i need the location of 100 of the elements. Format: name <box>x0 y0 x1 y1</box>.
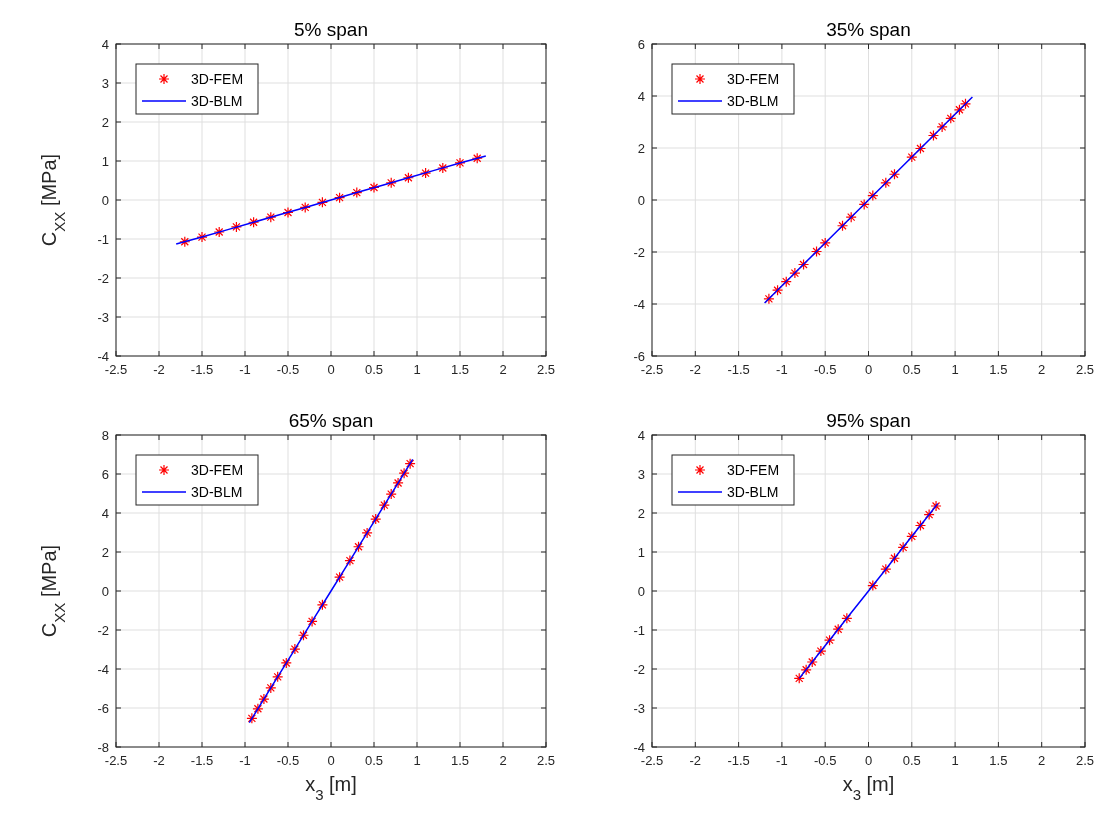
y-tick-label: -2 <box>633 245 645 260</box>
y-tick-label: 2 <box>101 115 109 130</box>
point <box>316 196 328 208</box>
legend-label: 3D-BLM <box>191 93 243 109</box>
y-tick-label: -8 <box>97 740 109 755</box>
legend-label: 3D-BLM <box>727 93 779 109</box>
point <box>282 206 294 219</box>
x-tick-label: 1.5 <box>989 753 1008 768</box>
point <box>252 703 264 715</box>
point <box>841 612 853 624</box>
x-tick-label: -2 <box>153 362 165 377</box>
x-tick-label: -2 <box>689 362 702 377</box>
x-tick-label: -2 <box>689 753 702 768</box>
y-tick-label: -1 <box>633 623 645 638</box>
y-tick-label: 1 <box>101 154 109 169</box>
point <box>246 712 258 724</box>
point <box>420 167 432 179</box>
point <box>471 152 483 164</box>
x-tick-label: -2.5 <box>640 362 664 377</box>
y-tick-label: -4 <box>633 297 645 312</box>
point <box>289 643 301 655</box>
chart-title: 65% span <box>288 410 374 431</box>
y-tick-label: -4 <box>633 740 645 755</box>
y-tick-label: -6 <box>97 701 109 716</box>
chart-title: 5% span <box>294 19 368 40</box>
x-tick-label: 1 <box>951 753 959 768</box>
y-tick-label: 4 <box>101 506 109 521</box>
y-tick-label: 6 <box>101 467 109 482</box>
point <box>392 477 404 489</box>
y-tick-label: 1 <box>637 545 645 560</box>
point <box>867 189 879 202</box>
point <box>888 168 901 180</box>
point <box>936 121 948 133</box>
x-tick-label: -1.5 <box>190 362 214 377</box>
y-tick-label: 4 <box>637 89 645 104</box>
x-tick-label: 2.5 <box>1075 753 1095 768</box>
x-tick-label: -1 <box>776 753 788 768</box>
x-tick-label: -1.5 <box>727 362 750 377</box>
point <box>248 216 260 228</box>
point <box>378 499 390 511</box>
point <box>771 284 784 296</box>
point <box>179 236 191 248</box>
legend-label: 3D-BLM <box>191 484 243 500</box>
x-tick-label: 2 <box>499 362 507 377</box>
point <box>398 467 410 479</box>
point <box>437 162 449 174</box>
x-tick-label: -1.5 <box>727 753 750 768</box>
y-tick-label: 0 <box>637 584 645 599</box>
line-series <box>248 458 414 724</box>
x-tick-label: -2 <box>153 753 165 768</box>
point <box>306 615 318 628</box>
point <box>858 198 870 211</box>
x-tick-label: -1 <box>776 362 788 377</box>
x-tick-label: 2 <box>499 753 507 768</box>
y-tick-label: 2 <box>101 545 109 560</box>
y-tick-label: -4 <box>97 662 109 677</box>
point <box>454 157 466 169</box>
x-tick-label: 1 <box>413 753 421 768</box>
y-tick-label: -1 <box>97 232 109 247</box>
point <box>906 530 918 542</box>
point <box>793 672 805 684</box>
x-tick-label: 0 <box>864 362 873 377</box>
point <box>945 112 957 124</box>
x-tick-label: 2.5 <box>1075 362 1095 377</box>
point <box>888 552 901 564</box>
x-tick-label: 1.5 <box>989 362 1008 377</box>
y-tick-label: 6 <box>637 37 645 52</box>
point <box>370 513 382 525</box>
y-tick-label: 0 <box>101 584 109 599</box>
x-tick-label: -0.5 <box>814 362 837 377</box>
legend-label: 3D-FEM <box>191 462 244 478</box>
y-tick-label: 2 <box>637 141 645 156</box>
point <box>810 245 823 258</box>
y-tick-label: 3 <box>637 467 645 482</box>
legend-label: 3D-FEM <box>191 71 244 87</box>
point <box>385 177 397 189</box>
point <box>832 623 844 635</box>
y-tick-label: 8 <box>101 428 109 443</box>
point <box>344 554 356 567</box>
point <box>806 656 818 668</box>
y-tick-label: -2 <box>97 271 109 286</box>
y-tick-label: -6 <box>633 349 645 364</box>
point <box>789 267 801 279</box>
point <box>196 231 208 243</box>
point <box>361 527 373 539</box>
point <box>258 693 270 705</box>
legend-label: 3D-BLM <box>727 484 779 500</box>
point <box>880 177 892 189</box>
x-tick-label: 0 <box>864 753 873 768</box>
point <box>297 629 310 641</box>
x-tick-label: 1 <box>951 362 959 377</box>
point <box>334 571 346 583</box>
y-tick-label: 2 <box>637 506 645 521</box>
legend-label: 3D-FEM <box>727 462 780 478</box>
x-tick-label: -0.5 <box>814 753 837 768</box>
x-axis-title: x$_{3}$ [m] <box>305 773 357 803</box>
y-tick-label: -3 <box>633 701 645 716</box>
chart-title: 35% span <box>826 19 911 40</box>
point <box>797 258 810 271</box>
x-tick-label: 2.5 <box>536 753 556 768</box>
